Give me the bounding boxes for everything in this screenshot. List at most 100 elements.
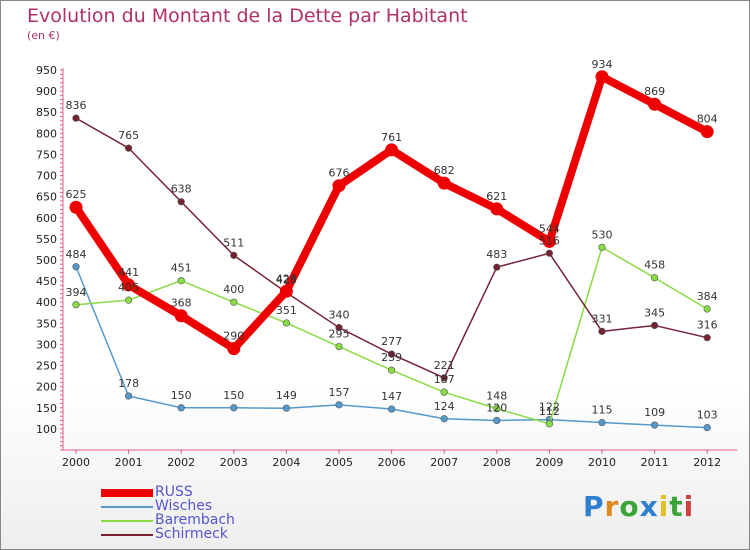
data-point-wisches [72,263,80,271]
data-point-barembach [282,319,291,327]
data-point-wisches [230,404,238,412]
x-tick-label: 2004 [272,456,300,469]
data-label-wisches: 150 [223,389,244,402]
legend-label: Schirmeck [155,526,228,542]
logo-letter: P [583,490,605,523]
legend-swatch [101,534,153,536]
data-label-wisches: 150 [171,389,192,402]
proxiti-logo: Proxiti [583,490,694,523]
data-point-barembach [440,388,448,396]
x-tick-label: 2010 [588,456,616,469]
data-label-russ: 682 [434,164,455,177]
data-point-wisches [177,404,185,412]
data-label-barembach: 384 [697,290,718,303]
y-tick-label: 750 [36,148,57,161]
data-label-barembach: 239 [381,351,402,364]
data-label-schirmeck: 516 [539,234,560,247]
data-label-wisches: 109 [644,406,665,419]
data-label-wisches: 484 [66,248,87,261]
y-tick-label: 500 [36,254,57,267]
data-point-russ [490,202,504,216]
data-point-schirmeck [598,327,606,335]
x-tick-label: 2007 [430,456,458,469]
data-point-wisches [440,415,448,423]
data-label-russ: 625 [66,188,87,201]
y-tick-label: 250 [36,360,57,373]
data-point-wisches [650,421,659,429]
x-tick-label: 2000 [62,456,90,469]
data-label-wisches: 103 [697,409,718,422]
x-tick-label: 2003 [220,456,248,469]
data-point-russ [437,176,451,190]
y-tick-label: 950 [36,64,57,77]
data-point-schirmeck [124,144,133,152]
data-point-schirmeck [72,114,80,122]
data-label-russ: 621 [486,190,507,203]
data-label-schirmeck: 765 [118,129,139,142]
data-label-barembach: 112 [539,405,560,418]
data-point-barembach [124,296,133,304]
data-label-russ: 869 [644,85,665,98]
data-point-russ [69,200,83,214]
data-point-barembach [72,301,80,309]
data-point-barembach [177,277,185,285]
data-label-russ: 544 [539,222,560,235]
data-point-wisches [282,404,291,412]
y-tick-label: 450 [36,275,57,288]
data-label-schirmeck: 221 [434,359,455,372]
line-chart: 100 150 200 250 300 350 400 450 500 550 600 650 700 7… [36,58,738,469]
data-label-schirmeck: 345 [644,306,665,319]
data-label-schirmeck: 423 [276,274,297,287]
chart-title: Evolution du Montant de la Dette par Hab… [27,5,468,27]
legend-swatch [101,489,153,497]
data-point-schirmeck [177,198,185,206]
logo-letter: t [669,490,684,523]
data-label-wisches: 149 [276,389,297,402]
data-label-barembach: 400 [223,283,244,296]
data-label-schirmeck: 316 [697,319,718,332]
data-point-russ [227,342,241,356]
data-point-wisches [335,401,343,409]
data-label-wisches: 122 [539,401,560,414]
data-point-schirmeck [230,251,238,259]
data-point-russ [648,97,662,111]
x-tick-label: 2011 [641,456,669,469]
data-label-wisches: 120 [486,401,507,414]
x-tick-label: 2009 [535,456,563,469]
data-point-russ [332,179,346,193]
data-point-barembach [335,342,343,351]
chart-subtitle: (en €) [27,29,60,42]
y-tick-label: 650 [36,191,57,204]
data-point-barembach [598,243,606,251]
y-tick-label: 800 [36,127,57,140]
data-point-barembach [703,305,711,313]
legend-swatch [101,520,153,522]
data-label-barembach: 458 [644,259,665,272]
data-point-wisches [703,424,711,432]
logo-letter: x [639,490,659,523]
y-tick-label: 100 [36,423,57,436]
data-point-russ [595,70,609,84]
data-point-wisches [124,392,133,400]
data-point-schirmeck [440,374,448,382]
x-tick-label: 2012 [693,456,721,469]
x-tick-label: 2001 [115,456,143,469]
data-label-russ: 426 [276,272,297,285]
data-label-barembach: 351 [276,304,297,317]
data-point-wisches [388,405,396,413]
data-point-russ [122,278,136,292]
data-label-schirmeck: 638 [171,183,192,196]
y-tick-label: 200 [36,381,57,394]
y-tick-label: 350 [36,317,57,330]
data-label-barembach: 405 [118,281,139,294]
data-label-schirmeck: 511 [223,236,244,249]
legend-label: RUSS [155,484,193,500]
logo-letter: r [604,490,620,523]
data-point-russ [385,143,399,157]
data-label-schirmeck: 331 [592,312,613,325]
data-point-barembach [545,420,554,428]
data-point-barembach [388,366,396,374]
legend-label: Wisches [155,498,213,514]
data-label-barembach: 451 [171,262,192,275]
